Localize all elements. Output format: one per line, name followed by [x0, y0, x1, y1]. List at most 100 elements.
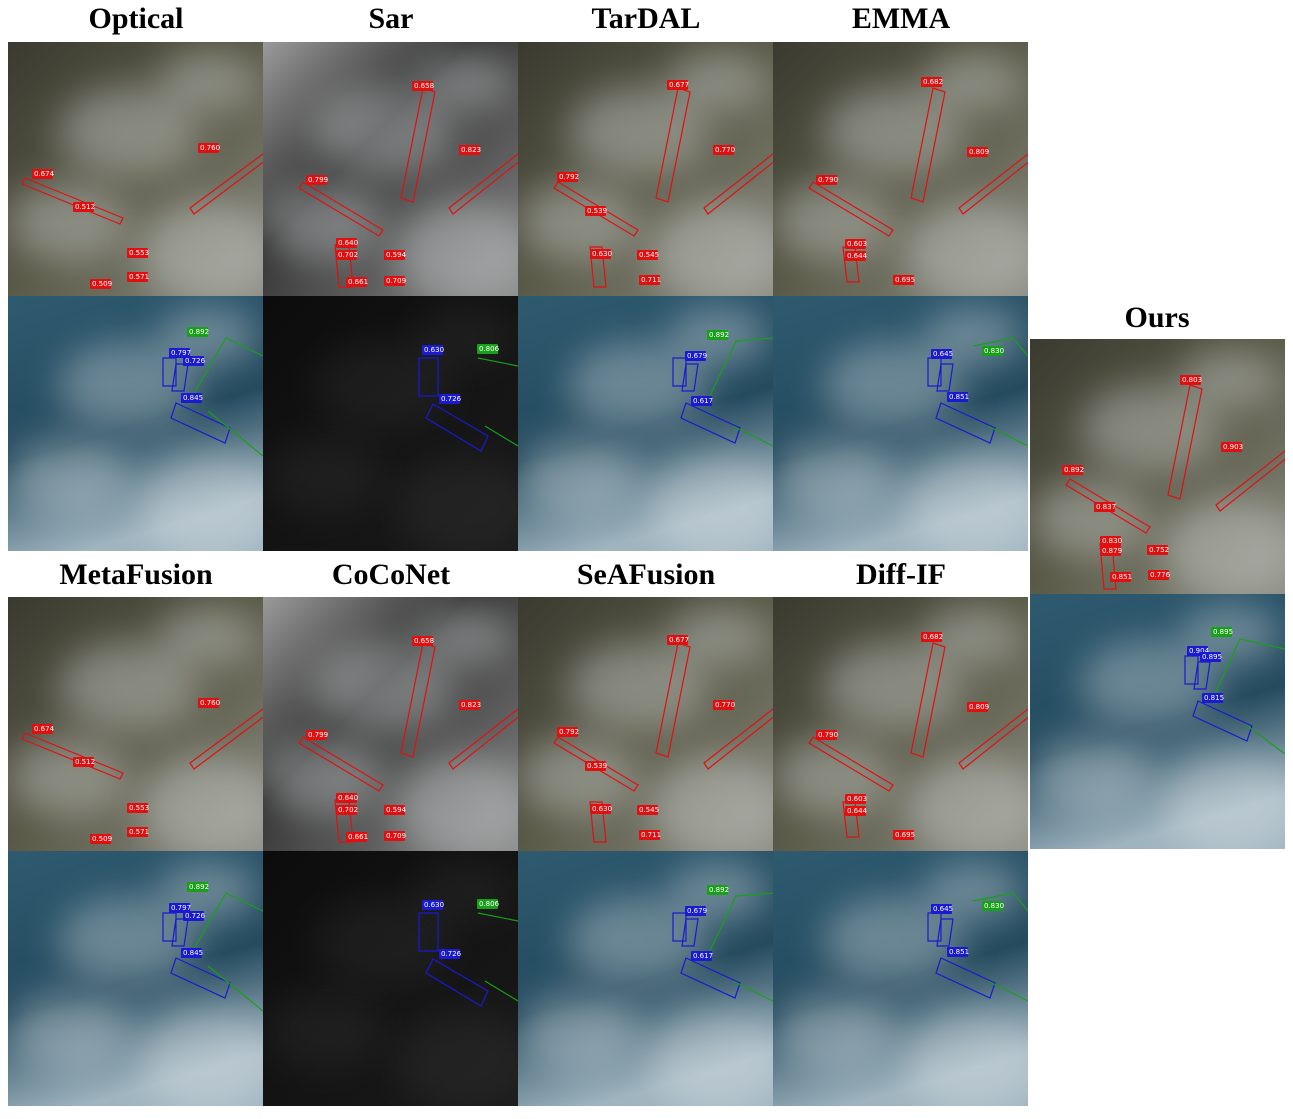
- image-panel: 0.645 0.830 0.851: [773, 851, 1028, 1106]
- cloud: [773, 436, 893, 516]
- score-badge: [667, 80, 688, 90]
- cloud: [413, 861, 513, 921]
- cloud: [518, 436, 638, 516]
- score-badge: [181, 948, 202, 958]
- detection-box: [681, 363, 699, 392]
- detection-box: [672, 912, 687, 942]
- score-badge: [590, 249, 611, 259]
- detection-box: [170, 957, 231, 999]
- score-badge: [1202, 693, 1223, 703]
- cloud: [138, 456, 263, 551]
- cloud: [903, 202, 1028, 297]
- cloud: [313, 642, 453, 732]
- score-label: 0.823: [461, 146, 481, 154]
- cloud: [8, 737, 128, 817]
- score-label: 0.851: [949, 393, 969, 401]
- detection-box: [425, 958, 489, 1007]
- cloud: [263, 436, 383, 516]
- detection-box: [935, 402, 996, 444]
- score-label: 0.571: [129, 828, 149, 836]
- score-label: 0.892: [1064, 466, 1084, 474]
- score-label: 0.539: [587, 207, 607, 215]
- detection-box: [589, 801, 607, 843]
- score-badge: [336, 238, 357, 248]
- score-label: 0.682: [923, 633, 943, 641]
- cloud: [568, 87, 708, 177]
- detection-edge: [705, 892, 773, 960]
- cloud: [518, 737, 638, 817]
- image-panel: 0.658 0.823 0.799 0.640 0.702 0.594 0.661 0.709: [263, 597, 518, 852]
- detection-box: [681, 918, 699, 947]
- image-panel: 0.760 0.674 0.512 0.553 0.509 0.571: [8, 597, 263, 852]
- score-badge: [73, 202, 94, 212]
- detection-box: [958, 708, 1028, 770]
- score-label: 0.640: [338, 239, 358, 247]
- score-badge: [384, 831, 405, 841]
- score-label: 0.892: [709, 331, 729, 339]
- score-label: 0.830: [984, 347, 1004, 355]
- cloud: [138, 757, 263, 852]
- score-badge: [90, 834, 111, 844]
- image-panel: 0.630 0.806 0.726: [263, 296, 518, 551]
- score-badge: [637, 250, 658, 260]
- score-label: 0.792: [559, 173, 579, 181]
- score-label: 0.797: [171, 904, 191, 912]
- detection-box: [808, 736, 894, 792]
- score-badge: [1211, 627, 1232, 637]
- detection-box: [448, 708, 518, 770]
- score-badge: [639, 275, 660, 285]
- score-badge: [893, 275, 914, 285]
- detection-box: [448, 153, 518, 215]
- score-label: 0.830: [1102, 537, 1122, 545]
- detection-box: [703, 153, 773, 215]
- score-label: 0.711: [641, 831, 661, 839]
- detection-box: [910, 642, 946, 758]
- score-badge: [713, 145, 734, 155]
- score-label: 0.792: [559, 728, 579, 736]
- cloud: [393, 1011, 518, 1106]
- image-panel: 0.677 0.770 0.792 0.539 0.630 0.545 0.711: [518, 597, 773, 852]
- detection-edge: [1244, 723, 1285, 755]
- score-badge: [557, 727, 578, 737]
- cloud: [158, 607, 258, 667]
- score-badge: [1200, 652, 1221, 662]
- score-badge: [198, 143, 219, 153]
- score-badge: [685, 906, 706, 916]
- score-label: 0.545: [639, 251, 659, 259]
- score-label: 0.630: [592, 250, 612, 258]
- score-badge: [637, 805, 658, 815]
- score-label: 0.677: [669, 636, 689, 644]
- score-badge: [845, 251, 866, 261]
- score-label: 0.752: [1149, 546, 1169, 554]
- score-badge: [169, 348, 190, 358]
- score-badge: [667, 635, 688, 645]
- score-label: 0.760: [200, 144, 220, 152]
- score-badge: [893, 830, 914, 840]
- score-badge: [1100, 546, 1121, 556]
- score-badge: [127, 272, 148, 282]
- score-label: 0.553: [129, 249, 149, 257]
- detection-box: [298, 181, 384, 237]
- detection-edge: [477, 357, 518, 367]
- score-label: 0.545: [639, 806, 659, 814]
- score-label: 0.509: [92, 280, 112, 288]
- cloud: [413, 306, 513, 366]
- score-badge: [707, 885, 728, 895]
- score-label: 0.837: [1096, 503, 1116, 511]
- score-badge: [439, 949, 460, 959]
- score-label: 0.895: [1202, 653, 1222, 661]
- score-badge: [187, 327, 208, 337]
- detection-box: [189, 708, 263, 770]
- score-label: 0.770: [715, 701, 735, 709]
- image-panel: 0.892 0.679 0.617: [518, 296, 773, 551]
- score-label: 0.709: [386, 277, 406, 285]
- detection-box: [553, 736, 639, 792]
- score-label: 0.617: [693, 952, 713, 960]
- score-badge: [459, 700, 480, 710]
- score-label: 0.603: [847, 240, 867, 248]
- score-label: 0.640: [338, 794, 358, 802]
- score-label: 0.823: [461, 701, 481, 709]
- cloud: [138, 202, 263, 297]
- score-badge: [982, 901, 1003, 911]
